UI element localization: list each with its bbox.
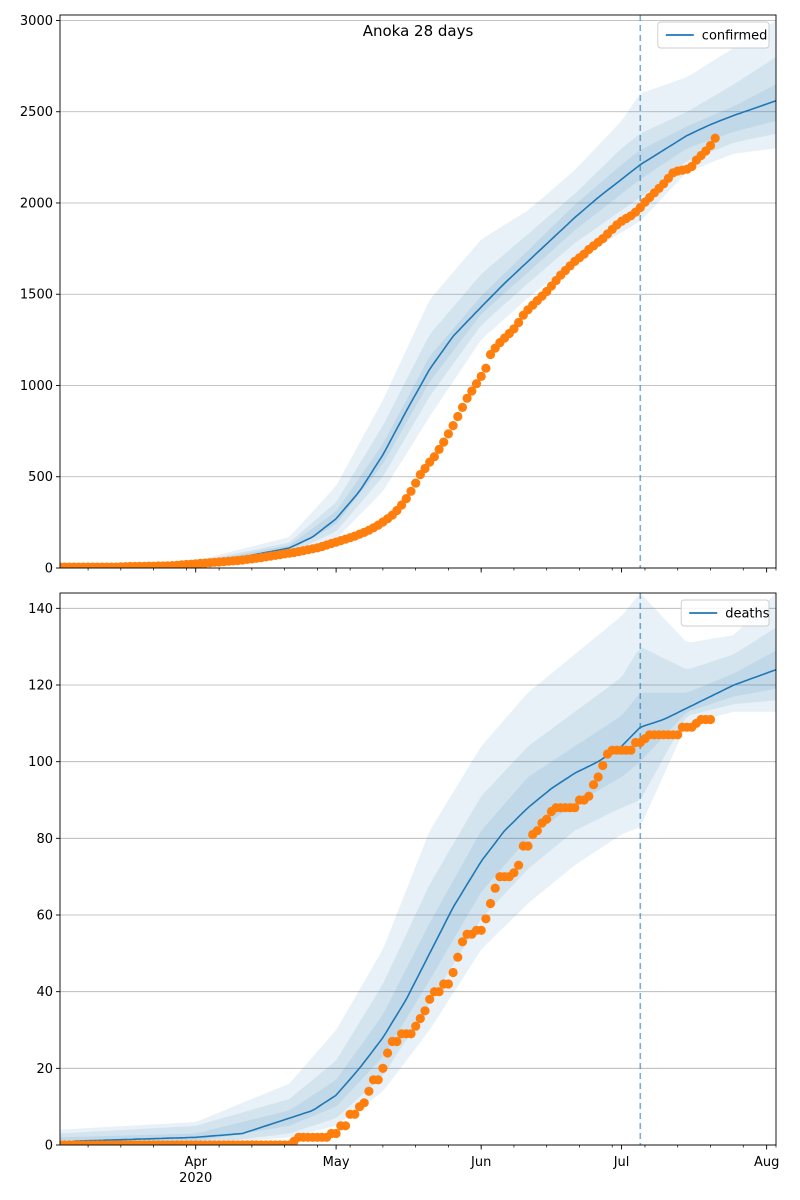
observed-point — [457, 937, 468, 947]
observed-point — [415, 1013, 425, 1024]
observed-point — [392, 1036, 402, 1047]
axes-frame — [59, 14, 777, 569]
y-tick-label: 0 — [45, 1139, 53, 1154]
observed-point — [373, 1075, 383, 1085]
observed-point — [532, 826, 542, 836]
y-tick-label: 500 — [28, 470, 53, 485]
observed-point — [457, 402, 468, 412]
observed-point — [378, 1063, 388, 1073]
observed-point — [514, 860, 524, 870]
observed-point — [443, 429, 453, 439]
uncertainty-band-3 — [60, 84, 776, 568]
chart-title: Anoka 28 days — [363, 22, 474, 40]
observed-point — [406, 486, 416, 496]
observed-point — [485, 349, 496, 360]
observed-point — [359, 1098, 369, 1108]
uncertainty-band-2 — [60, 57, 776, 568]
observed-point — [542, 814, 552, 824]
plot-area — [60, 593, 776, 1145]
observed-point — [705, 714, 716, 725]
observed-point — [401, 494, 411, 504]
legend-box — [680, 599, 770, 627]
x-tick-label: Jul — [613, 1155, 630, 1170]
observed-point — [476, 925, 486, 935]
y-tick-label: 140 — [28, 602, 53, 617]
observed-point — [584, 791, 594, 801]
legend-label: deaths — [725, 607, 770, 622]
y-tick-label: 2500 — [20, 105, 53, 120]
observed-point — [514, 317, 524, 328]
observed-point — [593, 772, 603, 782]
uncertainty-band-2 — [60, 627, 776, 1145]
x-tick-label: May — [323, 1155, 350, 1170]
observed-point — [331, 1128, 341, 1139]
observed-point — [467, 386, 477, 396]
observed-point — [434, 987, 444, 997]
confirmed-panel: 0 500 1000 1500 2000 2500 3000 Anoka 28 days con… — [20, 14, 777, 577]
x-tick-year-label: 2020 — [179, 1171, 212, 1186]
y-tick-label: 80 — [36, 832, 53, 847]
observed-point — [588, 780, 599, 790]
observed-point — [350, 1109, 360, 1119]
observed-point — [687, 161, 697, 172]
observed-point — [364, 1086, 374, 1096]
y-tick-label: 100 — [28, 755, 53, 770]
x-tick-label: Apr — [184, 1155, 207, 1170]
plot-area — [60, 15, 776, 568]
y-tick-label: 40 — [36, 985, 53, 1000]
observed-point — [509, 324, 519, 334]
observed-point — [420, 463, 430, 474]
y-tick-label: 20 — [36, 1062, 53, 1077]
observed-point — [411, 478, 421, 488]
y-tick-label: 120 — [28, 679, 53, 694]
observed-point — [439, 437, 449, 447]
uncertainty-band-1 — [60, 20, 776, 568]
y-tick-label: 0 — [45, 562, 53, 577]
observed-point — [383, 1048, 393, 1058]
observed-point — [523, 841, 533, 851]
observed-point — [490, 883, 500, 893]
observed-point — [453, 411, 463, 422]
observed-point — [425, 994, 435, 1004]
y-tick-label: 1000 — [20, 379, 53, 394]
model-line-deaths — [60, 668, 776, 1145]
observed-point — [476, 371, 486, 381]
y-tick-label: 2000 — [20, 196, 53, 211]
observed-point — [570, 803, 580, 813]
observed-point — [481, 914, 491, 924]
observed-point — [705, 140, 716, 151]
observed-point — [462, 393, 472, 403]
observed-point — [598, 760, 608, 771]
legend-label: confirmed — [702, 29, 768, 44]
observed-point — [406, 1029, 416, 1039]
observed-point — [397, 500, 407, 510]
observed-point — [420, 1006, 430, 1016]
observed-point — [453, 952, 463, 962]
observed-point — [429, 452, 439, 462]
uncertainty-band-1 — [60, 593, 776, 1145]
observed-point — [673, 730, 683, 740]
y-tick-label: 3000 — [20, 14, 53, 29]
observed-point — [481, 363, 491, 373]
observed-point — [411, 1021, 421, 1031]
x-tick-label: Aug — [754, 1155, 779, 1170]
observed-point — [434, 444, 444, 454]
observed-point — [443, 979, 453, 989]
x-tick-label: Jun — [470, 1155, 491, 1170]
observed-point — [340, 1121, 351, 1131]
observed-point — [485, 898, 496, 909]
observed-point — [710, 133, 720, 143]
y-tick-label: 60 — [36, 909, 53, 924]
observed-point — [509, 868, 519, 878]
axes-frame — [59, 592, 777, 1146]
observed-point — [448, 967, 458, 978]
observed-point — [626, 745, 636, 755]
legend-box — [657, 21, 770, 49]
observed-point — [448, 421, 458, 431]
y-tick-label: 1500 — [20, 288, 53, 303]
observed-point — [471, 379, 482, 389]
